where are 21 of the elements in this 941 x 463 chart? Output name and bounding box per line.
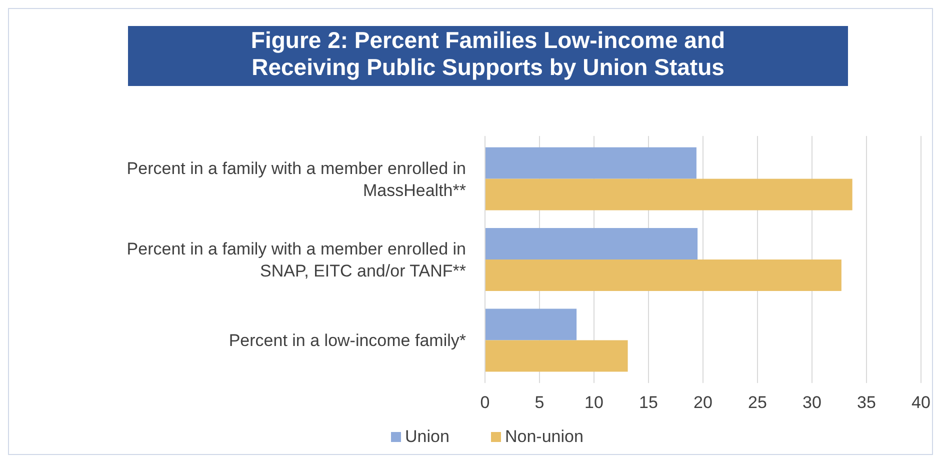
x-tick-label: 35 [857,393,876,412]
y-tick-label: Percent in a low-income family* [228,331,466,350]
x-tick-label: 15 [639,393,658,412]
x-tick-label: 40 [912,393,930,412]
x-tick-label: 10 [584,393,604,412]
bar [485,340,628,372]
y-tick-label: Percent in a family with a member enrolled in MassHealth** [126,158,466,200]
x-tick-label: 25 [748,393,767,412]
x-tick-label: 5 [534,393,544,412]
bar [485,178,852,210]
y-tick-label: Percent in a family with a member enrolled in SNAP, EITC and/or TANF** [126,240,466,280]
chart-title: Figure 2: Percent Families Low-income and Receiving Public Supports by Union Status [250,27,726,80]
bar [485,228,698,260]
bar [485,147,696,179]
x-tick-label: 30 [802,393,822,412]
legend-label: Union [405,427,450,446]
bar [485,308,577,340]
x-tick-label: 20 [694,393,712,412]
bar [485,260,842,291]
legend-label: Non-union [505,427,584,446]
x-tick-label: 0 [480,393,490,412]
